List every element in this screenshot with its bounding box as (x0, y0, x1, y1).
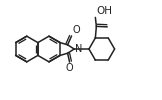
Text: N: N (75, 44, 82, 54)
Text: O: O (73, 25, 80, 35)
Text: OH: OH (96, 6, 112, 16)
Text: O: O (66, 63, 73, 73)
